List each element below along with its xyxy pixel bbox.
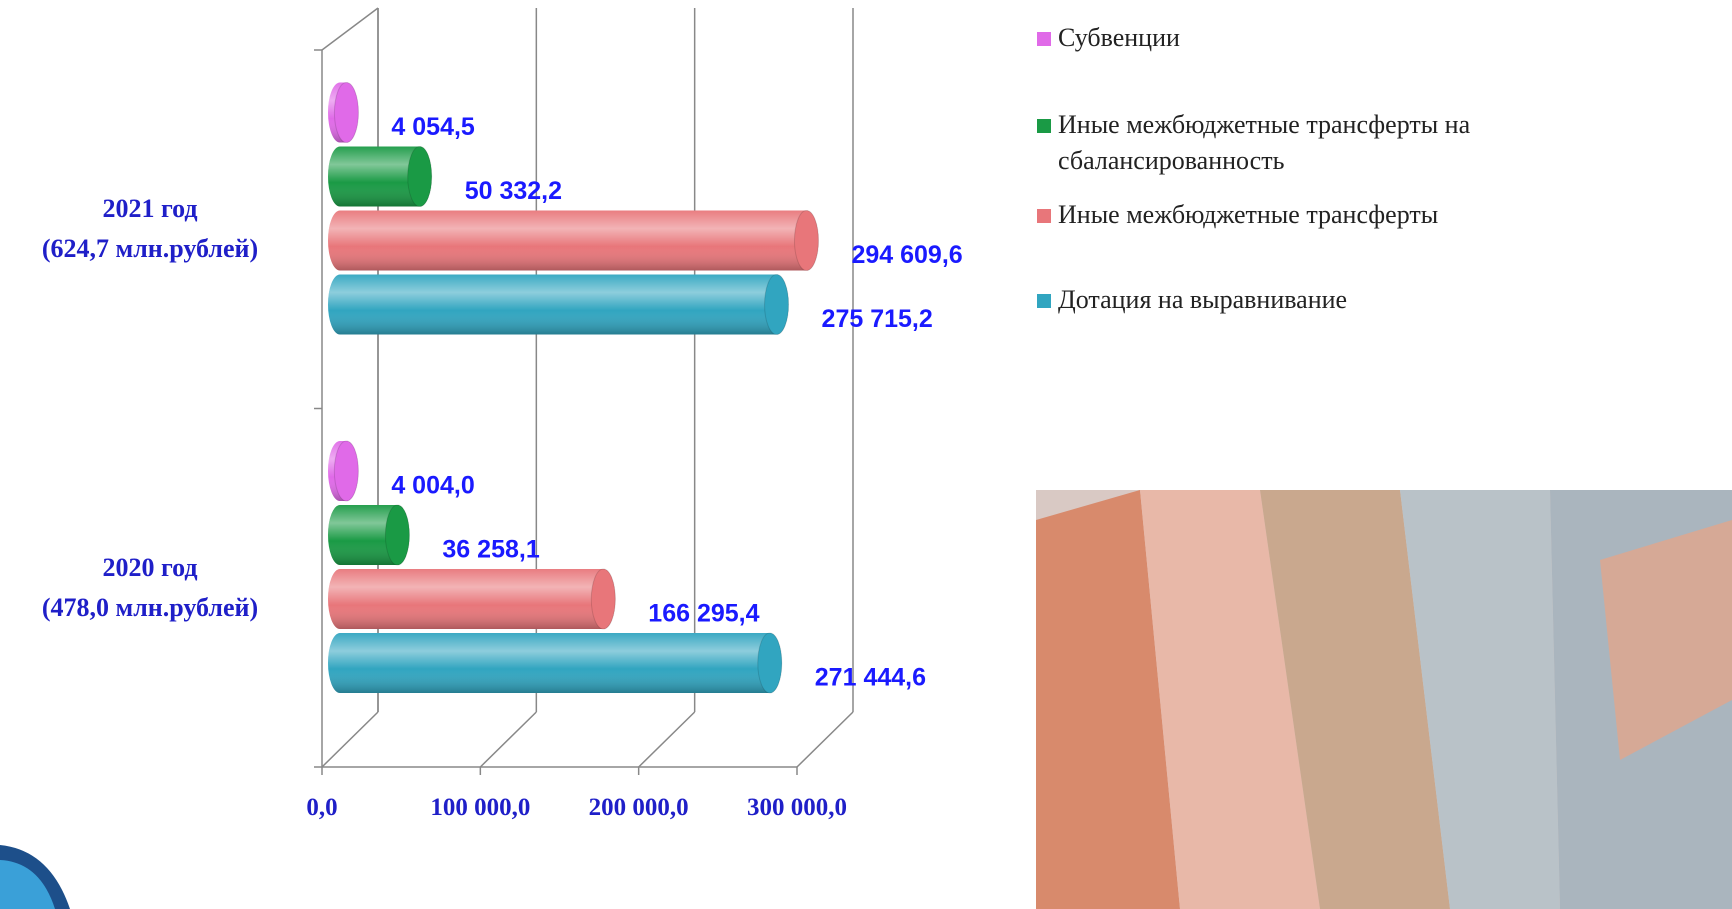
bar-cap [334, 441, 358, 501]
value-label: 4 004,0 [391, 472, 474, 500]
bar-shine [328, 275, 789, 335]
axis-line [322, 8, 378, 50]
bar-cap [385, 505, 409, 565]
value-label: 294 609,6 [851, 241, 962, 269]
bar-cap [408, 147, 432, 207]
bar-cap [758, 633, 782, 693]
grid-line [480, 712, 536, 767]
value-label: 50 332,2 [465, 177, 562, 205]
x-tick-label: 0,0 [306, 794, 337, 821]
value-label: 271 444,6 [815, 664, 926, 692]
legend-swatch [1037, 209, 1051, 223]
value-label: 4 054,5 [391, 113, 475, 141]
bar-cap [794, 211, 818, 271]
photo [1036, 490, 1732, 909]
x-tick-label: 300 000,0 [747, 794, 847, 821]
page: 0,0 100 000,0 200 000,0 300 000,0 271 444,6 2… [0, 0, 1732, 909]
bar-cap [334, 83, 358, 143]
legend-label: Дотация на выравнивание [1058, 282, 1347, 318]
legend-swatch [1037, 294, 1051, 308]
bar-shine [328, 633, 782, 693]
x-tick-label: 200 000,0 [589, 794, 689, 821]
bar-cap [765, 275, 789, 335]
legend-label: Иные межбюджетные трансферты [1058, 197, 1438, 233]
category-label: 2021 год (624,7 млн.рублей) [0, 189, 300, 269]
legend-label: Иные межбюджетные трансферты на сбаланси… [1058, 107, 1553, 179]
grid-line [639, 712, 695, 767]
category-label: 2020 год (478,0 млн.рублей) [0, 548, 300, 628]
grid-line [797, 712, 853, 767]
x-tick-label: 100 000,0 [430, 794, 530, 821]
legend-label: Субвенции [1058, 20, 1180, 56]
bar-cap [591, 569, 615, 629]
legend-swatch [1037, 119, 1051, 133]
value-label: 36 258,1 [442, 536, 539, 564]
value-label: 275 715,2 [822, 305, 933, 333]
legend-swatch [1037, 32, 1051, 46]
bar-shine [328, 211, 818, 271]
grid-line [322, 712, 378, 767]
value-label: 166 295,4 [648, 600, 759, 628]
bar-shine [328, 569, 615, 629]
